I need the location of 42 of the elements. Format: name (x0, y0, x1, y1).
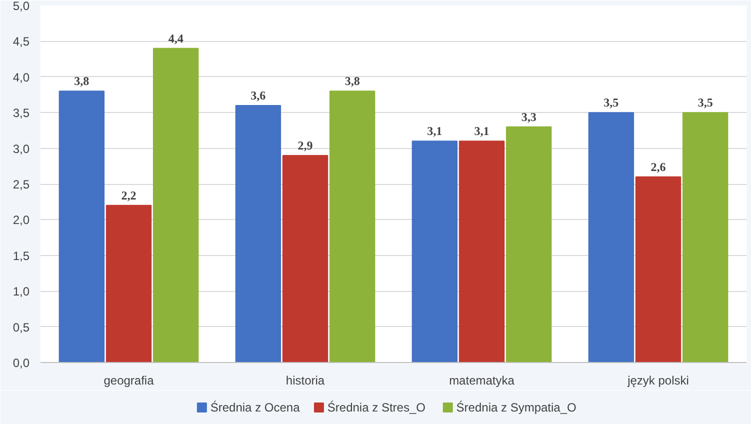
bar (682, 112, 728, 362)
y-tick-label: 0,5 (12, 320, 30, 334)
data-label: 3,5 (604, 96, 619, 110)
bar (235, 104, 282, 362)
y-tick-label: 1,5 (12, 248, 30, 263)
legend-label: Średnia z Ocena (210, 400, 300, 414)
data-label: 3,5 (698, 96, 713, 110)
data-label: 2,6 (650, 160, 666, 174)
bar (412, 140, 458, 362)
bar (152, 48, 199, 362)
bar (329, 90, 376, 362)
y-tick-label: 5,0 (12, 0, 30, 13)
data-label: 3,1 (427, 124, 442, 138)
y-tick-label: 2,5 (12, 178, 30, 192)
legend-label: Średnia z Stres_O (327, 400, 426, 414)
bar (106, 204, 152, 362)
data-label: 2,2 (121, 188, 136, 202)
data-label: 3,6 (250, 88, 266, 102)
y-tick-label: 1,0 (12, 284, 30, 299)
data-label: 3,8 (344, 74, 360, 88)
bar (635, 176, 682, 362)
y-tick-label: 2,0 (12, 213, 30, 228)
data-label: 4,4 (168, 31, 184, 46)
y-tick-label: 4,5 (12, 34, 30, 49)
y-tick-label: 4,0 (12, 70, 30, 84)
legend-label: Średnia z Sympatia_O (456, 400, 576, 414)
bar (458, 140, 505, 362)
data-label: 3,3 (521, 110, 536, 124)
data-label: 3,1 (474, 124, 490, 138)
x-tick-label: język polski (626, 374, 689, 388)
bar (282, 154, 328, 362)
bar (506, 126, 552, 362)
bar (58, 90, 105, 362)
bar (588, 112, 634, 362)
x-tick-label: historia (286, 374, 325, 388)
y-tick-label: 3,0 (12, 142, 30, 156)
data-label: 2,9 (298, 138, 313, 152)
data-label: 3,8 (74, 74, 90, 88)
x-tick-label: geografia (104, 374, 154, 388)
y-tick-label: 3,5 (12, 106, 30, 120)
y-tick-label: 0,0 (12, 356, 30, 370)
x-tick-label: matematyka (449, 374, 515, 388)
